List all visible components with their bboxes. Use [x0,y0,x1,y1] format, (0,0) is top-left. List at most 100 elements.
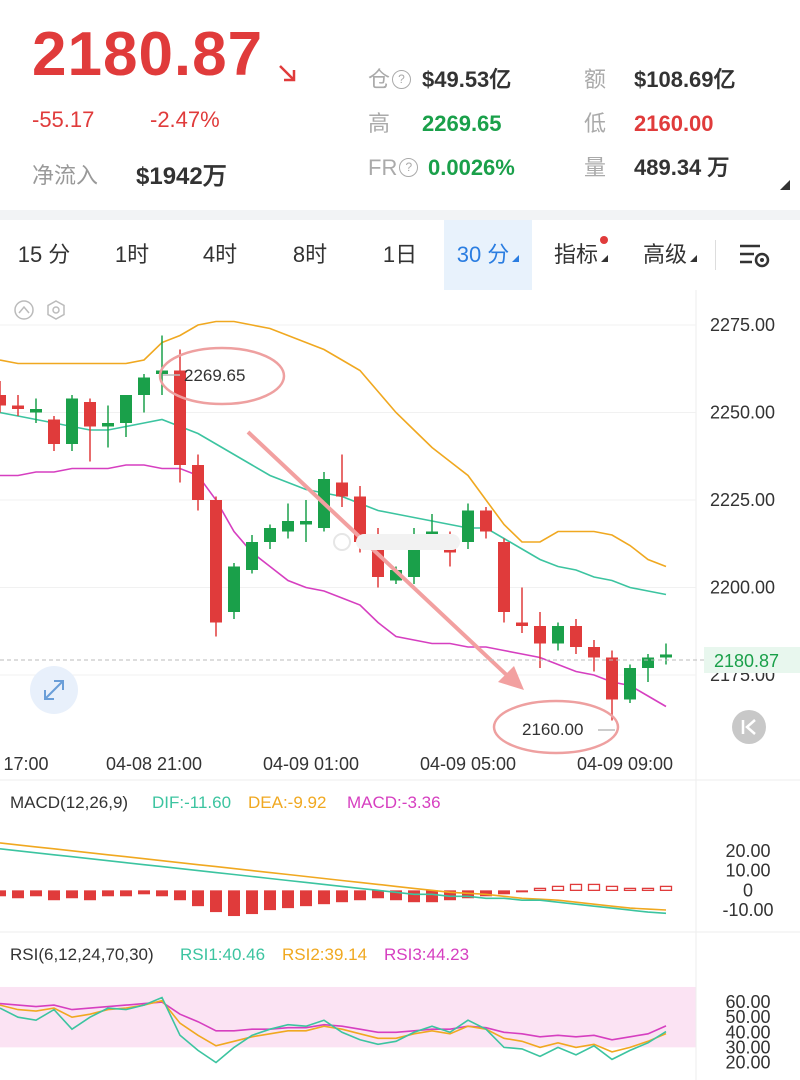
section-divider [0,210,800,220]
fullscreen-button[interactable] [30,666,78,714]
high-price-marker: 2269.65 [158,346,286,406]
candle [534,612,546,668]
tab-advanced[interactable]: 高级 [626,220,714,290]
candle [66,395,78,451]
macd-histogram-bar [12,890,24,899]
rsi-legend: RSI(6,12,24,70,30) RSI1:40.46 RSI2:39.14… [10,945,469,964]
expand-corner-icon[interactable] [780,180,790,190]
stat-label-low: 低 [584,111,607,136]
highlight-circle [158,346,286,406]
candle-body [102,423,114,427]
macd-histogram-bar [551,885,565,891]
tab-indicators[interactable]: 指标 [536,220,626,290]
macd-tick-label: 0 [743,880,753,900]
rsi-tick-label: 60.00 [725,992,770,1012]
tab-15m[interactable]: 15 分 [17,242,71,267]
candle-body [66,398,78,444]
price-tick-label: 2250.00 [710,403,775,423]
candle-body [246,542,258,570]
candle [462,503,474,549]
candle-body [264,528,276,542]
candle [84,398,96,462]
chart-settings-icon[interactable] [738,242,772,270]
settings-icon[interactable] [47,300,65,320]
candle [138,374,150,413]
macd-histogram-bar [174,890,186,901]
macd-histogram-bar [659,885,673,891]
time-tick-label: 04-09 01:00 [263,754,359,774]
trend-arrow-annotation [246,430,524,690]
candle [570,619,582,654]
dropdown-caret-icon [512,255,520,262]
candle-body [30,409,42,413]
candle [606,650,618,721]
macd-dea-line [0,842,667,911]
macd-histogram-bar [569,883,583,891]
candle-body [228,566,240,612]
tab-separator [715,240,716,270]
candle-body [606,657,618,700]
candle-body [480,510,492,532]
rsi-tick-label: 30.00 [725,1037,770,1057]
candle-body [48,419,60,444]
macd-histogram-bar [246,890,258,915]
candle-body [120,395,132,423]
macd-tick-label: 20.00 [725,841,770,861]
highlight-circle [492,699,620,755]
rsi2-value: RSI2:39.14 [282,945,367,964]
tab-8h[interactable]: 8时 [292,242,328,267]
macd-histogram-bar [156,890,168,897]
candle-body [336,482,348,497]
macd-histogram-bar [0,890,6,897]
tab-4h[interactable]: 4时 [202,242,238,267]
candle-body [84,402,96,427]
candle-body [192,465,204,500]
price-change: -55.17 [32,107,95,132]
collapse-icon[interactable] [14,300,34,320]
interval-tab-bar: 15 分 1时 4时 8时 1日 30 分 指标 高级 [0,220,800,290]
dropdown-caret-icon [690,255,697,262]
candle [552,622,564,651]
tab-30m[interactable]: 30 分 [444,220,532,290]
candle [282,503,294,539]
net-inflow-value: $1942万 [136,163,227,190]
macd-tick-label: 10.00 [725,861,770,881]
current-price-tag: 2180.87 [704,647,800,673]
candle [498,538,510,623]
price-change-percent: -2.47% [150,107,220,132]
tab-1d[interactable]: 1日 [382,242,418,267]
stat-value-turnover: $108.69亿 [634,67,736,92]
down-arrow-icon [279,65,296,82]
notification-dot [600,236,608,244]
price-tick-label: 2225.00 [710,490,775,510]
watermark [333,533,460,551]
scroll-to-latest-button[interactable] [732,710,766,744]
macd-dif-value: DIF:-11.60 [152,793,231,812]
candle-body [498,542,510,612]
macd-histogram-bar [605,885,619,891]
macd-histogram-bar [462,890,474,899]
candle-body [390,570,402,581]
candle [102,405,114,448]
time-tick-label: 04-09 09:00 [577,754,673,774]
macd-histogram-bar [533,887,547,892]
candle-body [642,657,654,668]
rsi3-value: RSI3:44.23 [384,945,469,964]
macd-histogram-bar [192,890,204,907]
candle-body [12,405,24,409]
time-tick-label: 17:00 [3,754,48,774]
macd-hist-value: MACD:-3.36 [347,793,441,812]
stat-label-funding-rate: FR? [368,154,419,182]
candle-body [156,370,168,374]
candle-body [534,626,546,644]
stat-label-high: 高 [368,111,391,136]
help-icon[interactable]: ? [399,157,419,177]
tab-1h[interactable]: 1时 [114,242,150,267]
bollinger-bands [0,320,667,708]
help-icon[interactable]: ? [392,69,412,89]
macd-histogram-bar [48,890,60,901]
macd-tick-label: -10.00 [722,900,773,920]
